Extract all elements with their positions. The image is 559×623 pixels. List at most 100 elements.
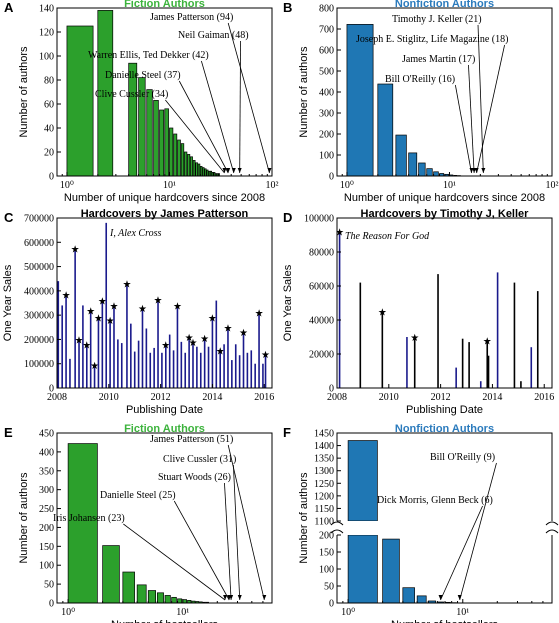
y-tick-label: 250 [39, 504, 54, 515]
y-tick-label: 50 [44, 580, 54, 591]
y-tick-label: 100 [319, 151, 334, 162]
panel-a: A Fiction Authors 0 20 40 60 80 100 120 140 10⁰ 10¹… [4, 0, 279, 204]
plot-area: ★ ★ ★ ★ [337, 228, 539, 388]
bar [209, 170, 213, 176]
bar [172, 350, 175, 388]
plot-area: ★★★★★★★★★★★★★★★★★ ★★★★ ★★★ [57, 222, 270, 388]
bar [461, 338, 464, 388]
annotation-label: I, Alex Cross [109, 228, 161, 239]
bar [141, 307, 144, 388]
y-tick-label: 500000 [24, 262, 54, 273]
annotation-label: Bill O'Reilly (16) [385, 74, 455, 85]
y-tick-label: 20 [44, 148, 54, 159]
annotation-label: Warren Ellis, Ted Dekker (42) [88, 50, 209, 61]
bestseller-star-marker: ★ [189, 338, 198, 349]
y-tick-label: 60 [44, 100, 54, 111]
chart-title: Hardcovers by Timothy J, Keller [361, 208, 530, 220]
bar [184, 352, 187, 388]
x-tick-label: 2008 [47, 392, 67, 403]
x-tick-label: 10⁰ [341, 607, 355, 618]
y-tick-label: 350 [39, 466, 54, 477]
x-tick-label: 10² [546, 180, 559, 191]
y-tick-label: 700000 [24, 214, 54, 225]
panel-letter-b: B [283, 0, 292, 15]
y-tick-label: 200 [39, 523, 54, 534]
bar [117, 339, 119, 388]
axis-break-mark [545, 521, 559, 534]
arrow-head [237, 595, 242, 600]
bar [173, 133, 178, 176]
y-tick-label: 1300 [314, 466, 334, 477]
annotation-arrow [224, 482, 232, 601]
bar [487, 355, 490, 388]
x-tick-label: 2010 [99, 392, 119, 403]
bar [338, 231, 341, 388]
y-tick-label: 300 [39, 485, 54, 496]
x-tick-label: 10² [266, 180, 279, 191]
bar [69, 358, 71, 388]
bar [377, 83, 394, 176]
arrow-head [223, 595, 228, 600]
y-tick-label: 600 [319, 46, 334, 57]
bar [520, 381, 522, 388]
bar [78, 339, 80, 388]
bar [227, 327, 229, 388]
x-tick-label: 10⁰ [60, 180, 74, 191]
arrow-head [227, 595, 232, 600]
bar [126, 283, 128, 388]
bar [195, 601, 200, 603]
arrow-head [226, 168, 231, 173]
y-tick-label: 80000 [309, 248, 334, 259]
y-tick-label: 200 [319, 130, 334, 141]
y-tick-label: 100000 [304, 214, 334, 225]
y-tick-label: 1200 [314, 491, 334, 502]
plot-frame [56, 432, 273, 604]
bar [153, 347, 155, 388]
bar [258, 312, 260, 388]
bar [153, 100, 159, 176]
bar [479, 381, 482, 388]
bar [211, 172, 214, 176]
y-tick-label: 700 [319, 25, 334, 36]
plot-area [347, 440, 457, 603]
x-axis-label: Number of bestsellers [391, 619, 498, 623]
annotation-arrow [123, 523, 226, 601]
y-axis-label: Number of authors [18, 46, 30, 138]
bar [455, 367, 457, 388]
bestseller-star-marker: ★ [94, 314, 103, 325]
x-tick-label: 10⁰ [61, 607, 75, 618]
annotation-label: Stuart Woods (26) [158, 472, 231, 483]
y-tick-label: 200000 [24, 335, 54, 346]
bar [250, 350, 253, 388]
y-tick-label: 0 [49, 172, 54, 183]
panel-c: C Hardcovers by James Patterson★★★★★★★★★★… [2, 208, 274, 416]
bar [513, 282, 516, 388]
annotation-arrow [165, 99, 225, 174]
x-axis-label: Number of unique hardcovers since 2008 [64, 192, 265, 204]
bar [164, 595, 171, 603]
bar [468, 342, 470, 388]
bar [188, 337, 190, 388]
annotation-label: Clive Cussler (34) [95, 89, 168, 100]
bar [202, 167, 205, 176]
x-tick-label: 10¹ [176, 607, 189, 618]
y-tick-label: 1250 [314, 479, 334, 490]
x-tick-label: 2012 [151, 392, 171, 403]
bar [93, 364, 96, 388]
bar [433, 171, 439, 176]
y-tick-label: 150 [39, 542, 54, 553]
bar [426, 168, 433, 176]
bar [347, 534, 378, 603]
bar [57, 281, 60, 388]
annotation-arrow [232, 464, 241, 601]
bar [395, 134, 407, 176]
bar [164, 344, 167, 388]
x-tick-label: 2016 [534, 392, 554, 403]
bar [204, 168, 207, 176]
bar [61, 305, 63, 388]
y-tick-label: 400 [319, 88, 334, 99]
y-tick-label: 200 [319, 531, 334, 542]
y-tick-label: 140 [39, 4, 54, 15]
y-tick-label: 800 [319, 4, 334, 15]
annotation-arrow [476, 44, 505, 174]
